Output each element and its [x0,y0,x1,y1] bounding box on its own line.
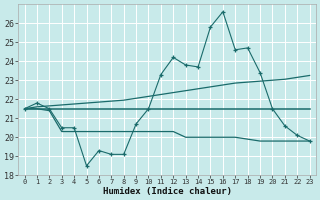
X-axis label: Humidex (Indice chaleur): Humidex (Indice chaleur) [103,187,232,196]
